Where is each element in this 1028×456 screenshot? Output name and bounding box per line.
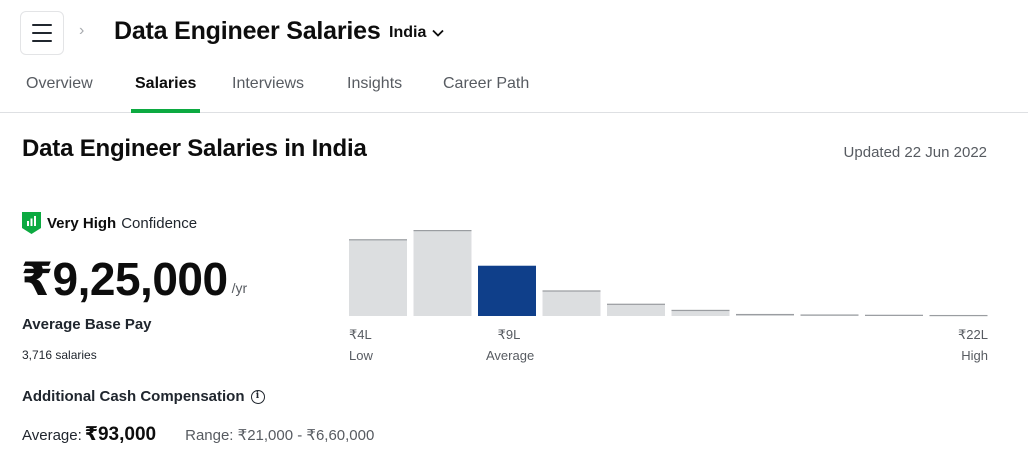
histogram-bar-top-4: [607, 303, 665, 305]
histogram-bar-3[interactable]: [542, 290, 601, 316]
updated-date: Updated 22 Jun 2022: [843, 144, 987, 161]
additional-cash-row: Average: ₹93,000 Range: ₹21,000 - ₹6,60,…: [22, 423, 374, 446]
menu-button[interactable]: [20, 11, 64, 55]
additional-cash-label: Additional Cash Compensation: [22, 388, 245, 405]
page-title: Data Engineer Salaries: [114, 17, 381, 45]
salary-histogram: ₹4L Low ₹9L Average ₹22L High: [340, 222, 1000, 372]
histogram-bar-top-1: [413, 230, 472, 232]
chevron-down-icon: [432, 29, 444, 37]
salary-count: 3,716 salaries: [22, 348, 97, 362]
chevron-right-icon: ›: [79, 22, 85, 39]
histogram-bar-top-5: [671, 309, 730, 312]
histogram-bar-top-9: [929, 314, 988, 317]
histogram-bar-0[interactable]: [349, 239, 407, 316]
confidence-label: Confidence: [121, 214, 198, 232]
tick-high-value: ₹22L: [958, 327, 988, 342]
tab-overview[interactable]: Overview: [26, 75, 93, 92]
tick-average-label: Average: [486, 348, 535, 363]
tick-average: ₹9L Average: [486, 327, 535, 363]
top-bar: › Data Engineer Salaries India: [0, 0, 1028, 66]
salary-display: ₹9,25,000 /yr: [21, 250, 247, 308]
histogram-bar-top-2: [478, 265, 536, 268]
hamburger-line-icon: [32, 40, 52, 42]
tab-salaries[interactable]: Salaries: [131, 75, 201, 113]
histogram-svg: [349, 230, 988, 317]
info-icon[interactable]: i: [250, 389, 265, 404]
location-dropdown[interactable]: India: [389, 24, 444, 42]
histogram-bar-4[interactable]: [607, 303, 665, 316]
confidence-indicator: Very High Confidence: [21, 211, 197, 235]
additional-average-label: Average:: [22, 427, 82, 444]
tick-high: ₹22L High: [958, 327, 988, 363]
confidence-shield-icon: [22, 212, 41, 234]
histogram-bar-2[interactable]: [478, 265, 536, 316]
hamburger-line-icon: [32, 24, 52, 26]
tab-bar: Overview Salaries Interviews Insights Ca…: [0, 66, 1028, 113]
salary-unit: /yr: [231, 280, 248, 296]
histogram-bar-5[interactable]: [671, 309, 730, 316]
tab-insights[interactable]: Insights: [347, 75, 403, 92]
histogram-bar-1[interactable]: [413, 230, 472, 316]
tick-low: ₹4L Low: [349, 327, 373, 363]
tick-average-value: ₹9L: [497, 327, 521, 342]
histogram-bar-top-0: [349, 239, 407, 241]
tab-interviews[interactable]: Interviews: [232, 75, 305, 92]
histogram-bar-top-3: [542, 290, 601, 292]
histogram-bar-top-7: [800, 314, 859, 316]
tab-career-path[interactable]: Career Path: [443, 75, 530, 92]
additional-range: Range: ₹21,000 - ₹6,60,000: [185, 427, 375, 444]
average-base-pay-value: ₹9,25,000: [21, 253, 228, 305]
tick-high-label: High: [961, 348, 988, 363]
tick-low-label: Low: [349, 348, 373, 363]
confidence-level: Very High: [47, 214, 117, 232]
average-base-pay-label: Average Base Pay: [22, 316, 152, 333]
section-title: Data Engineer Salaries in India: [22, 135, 367, 162]
additional-cash-title: Additional Cash Compensation i: [22, 388, 265, 405]
location-label: India: [389, 24, 427, 41]
additional-average-value: ₹93,000: [84, 424, 157, 445]
histogram-bar-top-8: [865, 314, 923, 316]
histogram-bar-top-6: [736, 313, 794, 316]
tick-low-value: ₹4L: [349, 327, 372, 342]
hamburger-line-icon: [32, 32, 52, 34]
